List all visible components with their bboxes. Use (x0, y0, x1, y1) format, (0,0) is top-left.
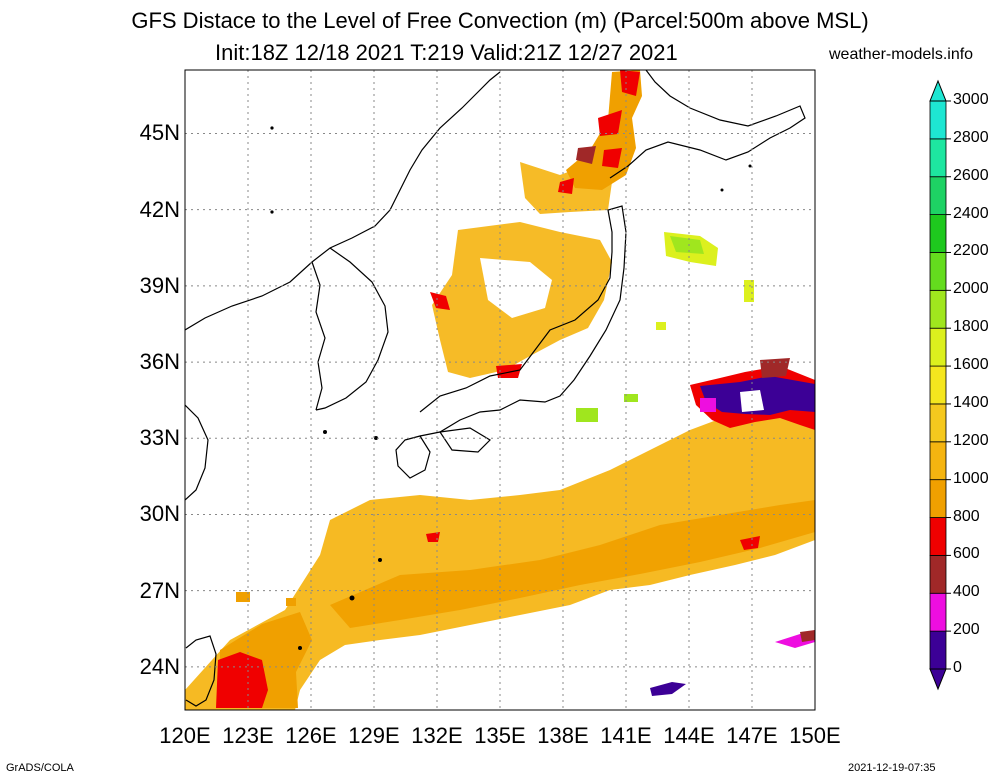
colorbar-swatch (929, 517, 947, 556)
colorbar-label: 400 (953, 583, 980, 601)
colorbar-label: 2400 (953, 204, 989, 222)
x-tick-label: 144E (663, 723, 715, 748)
colorbar-swatch (929, 441, 947, 481)
colorbar-swatch (929, 214, 947, 253)
colorbar-label: 2200 (953, 242, 989, 260)
colorbar-swatch (929, 252, 947, 291)
colorbar-swatch (929, 592, 947, 632)
colorbar-label: 2000 (953, 280, 989, 298)
y-tick-label: 45N (139, 120, 180, 146)
x-tick-label: 123E (222, 723, 274, 748)
graticule (185, 70, 815, 710)
colorbar-low-arrow (929, 668, 947, 691)
colorbar-swatch (929, 403, 947, 443)
colorbar-label: 1600 (953, 356, 989, 374)
colorbar-label: 1000 (953, 469, 989, 487)
y-tick-label: 24N (139, 653, 180, 679)
colorbar-swatch (929, 365, 947, 405)
colorbar-swatch (929, 630, 947, 670)
colorbar-label: 2800 (953, 128, 989, 146)
chart-subtitle: Init:18Z 12/18 2021 T:219 Valid:21Z 12/2… (215, 40, 678, 65)
y-tick-label: 33N (139, 425, 180, 451)
x-tick-label: 147E (726, 723, 778, 748)
x-tick-label: 129E (348, 723, 400, 748)
colorbar-swatch (929, 100, 947, 140)
chart-title: GFS Distace to the Level of Free Convect… (131, 8, 869, 33)
y-tick-label: 27N (139, 577, 180, 603)
colorbar-label: 200 (953, 621, 980, 639)
colorbar (929, 79, 951, 691)
y-tick-label: 42N (139, 196, 180, 222)
colorbar-swatch (929, 138, 947, 178)
islands (270, 126, 752, 650)
colorbar-label: 2600 (953, 166, 989, 184)
lfc-red-patch-taiwan-east (216, 592, 296, 708)
x-tick-label: 132E (411, 723, 463, 748)
colorbar-label: 600 (953, 545, 980, 563)
y-tick-label: 36N (139, 349, 180, 375)
x-tick-label: 150E (789, 723, 841, 748)
y-tick-label: 30N (139, 501, 180, 527)
x-tick-label: 135E (474, 723, 526, 748)
map-plot-area (185, 70, 815, 710)
colorbar-label: 1200 (953, 431, 989, 449)
footer-timestamp: 2021-12-19-07:35 (848, 762, 936, 774)
source-credit: weather-models.info (829, 46, 974, 63)
map-frame (184, 69, 816, 711)
y-tick-label: 39N (139, 272, 180, 298)
colorbar-label: 1400 (953, 393, 989, 411)
lfc-low-values-east (426, 358, 815, 696)
colorbar-label: 1800 (953, 318, 989, 336)
lfc-high-values (576, 232, 754, 422)
colorbar-label: 0 (953, 659, 962, 676)
colorbar-swatch (929, 289, 947, 329)
colorbar-high-arrow (929, 79, 947, 102)
colorbar-label: 3000 (953, 91, 989, 108)
colorbar-label: 800 (953, 507, 980, 525)
x-tick-label: 120E (159, 723, 211, 748)
colorbar-swatch (929, 176, 947, 216)
x-tick-label: 126E (285, 723, 337, 748)
lfc-strip-hokkaido (558, 70, 642, 194)
colorbar-swatch (929, 479, 947, 518)
x-tick-label: 141E (600, 723, 652, 748)
footer-software: GrADS/COLA (6, 762, 74, 774)
colorbar-swatch (929, 555, 947, 594)
x-tick-label: 138E (537, 723, 589, 748)
colorbar-swatch (929, 327, 947, 367)
